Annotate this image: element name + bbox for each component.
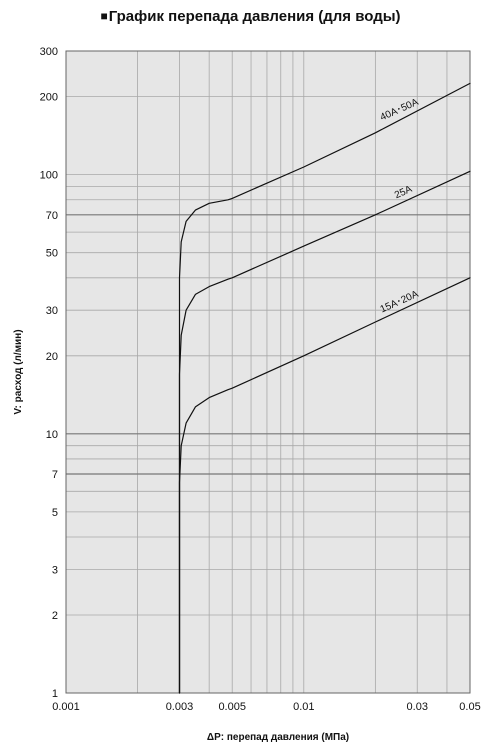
y-tick-label: 3 — [52, 564, 58, 576]
x-axis-title: ΔP: перепад давления (МПа) — [207, 732, 349, 743]
tick-labels: 1 2 3 5 7 10 20 30 50 70 100 200 300 0.001 0.003 0.005 0… — [40, 46, 481, 713]
y-tick-label: 1 — [52, 688, 58, 700]
x-tick-label: 0.03 — [407, 701, 428, 713]
y-tick-label: 300 — [40, 46, 58, 58]
x-tick-label: 0.003 — [166, 701, 194, 713]
series-line — [178, 170, 471, 694]
y-tick-label: 200 — [40, 92, 58, 104]
chart-title-text: График перепада давления (для воды) — [108, 8, 401, 25]
grid-lines — [65, 50, 471, 694]
y-tick-label: 2 — [52, 610, 58, 622]
plot-frame — [65, 50, 471, 694]
series-line — [178, 277, 471, 694]
y-tick-label: 70 — [46, 210, 58, 222]
chart-title: ■График перепада давления (для воды) — [0, 8, 501, 25]
x-tick-label: 0.005 — [218, 701, 246, 713]
y-tick-label: 10 — [46, 429, 58, 441]
y-tick-label: 5 — [52, 507, 58, 519]
y-tick-label: 20 — [46, 351, 58, 363]
title-bullet: ■ — [100, 9, 108, 23]
x-tick-label: 0.01 — [293, 701, 314, 713]
series-line — [178, 82, 471, 694]
x-tick-label: 0.05 — [459, 701, 480, 713]
y-tick-label: 100 — [40, 170, 58, 182]
y-axis-title: V: расход (л/мин) — [13, 329, 24, 414]
y-tick-label: 50 — [46, 248, 58, 260]
series-curves — [178, 82, 471, 694]
x-tick-label: 0.001 — [52, 701, 80, 713]
y-tick-label: 7 — [52, 469, 58, 481]
y-tick-label: 30 — [46, 305, 58, 317]
